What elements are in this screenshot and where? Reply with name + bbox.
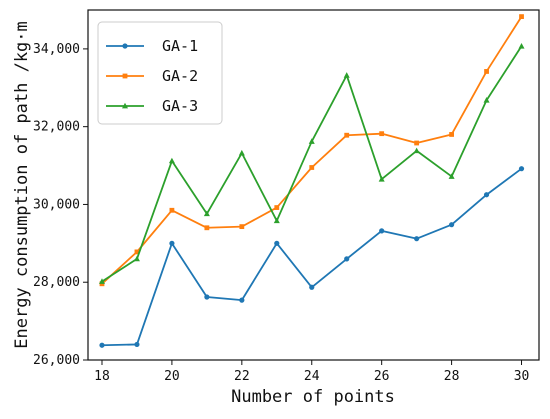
series-ga-3	[98, 42, 525, 284]
x-tick-label: 28	[444, 369, 460, 384]
data-point	[238, 149, 245, 156]
data-point	[99, 342, 105, 348]
data-point	[309, 165, 315, 170]
data-point	[168, 157, 175, 164]
data-point	[379, 228, 385, 234]
x-tick-label: 24	[304, 369, 320, 384]
legend-marker	[122, 73, 128, 79]
data-point	[134, 341, 140, 348]
data-point	[413, 147, 420, 154]
plot-frame	[87, 9, 540, 361]
y-tick-label: 28,000	[33, 275, 80, 290]
y-tick-label: 34,000	[33, 42, 80, 57]
x-tick-label: 20	[164, 369, 180, 384]
series-ga-2	[99, 14, 524, 287]
data-point	[483, 192, 490, 198]
y-tick-label: 32,000	[33, 120, 80, 135]
data-point	[448, 222, 455, 228]
data-point	[344, 132, 350, 138]
legend-label-ga-1: GA-1	[162, 37, 198, 55]
legend: GA-1 GA-2 GA-3	[97, 21, 223, 125]
y-tick-label: 30,000	[33, 197, 80, 212]
legend-marker	[122, 43, 128, 49]
y-axis-title: Energy consumption of path /kg·m	[12, 21, 32, 349]
series-line	[101, 167, 523, 347]
data-point	[239, 297, 245, 303]
data-point	[449, 132, 454, 137]
data-point	[274, 205, 280, 210]
legend-box	[97, 21, 223, 125]
data-point	[308, 138, 315, 144]
x-axis-title: Number of points	[231, 387, 395, 407]
data-point	[133, 255, 140, 262]
y-tick-label: 26,000	[33, 353, 80, 368]
y-axis-ticks: 26,000 28,000 30,000 32,000 34,000	[33, 42, 88, 368]
x-tick-label: 18	[94, 369, 110, 384]
series-layer	[98, 14, 525, 348]
x-axis-ticks: 18 20 22 24 26 28 30	[94, 360, 529, 384]
data-point	[379, 131, 385, 137]
data-point	[169, 207, 175, 213]
x-tick-label: 22	[234, 369, 250, 384]
data-point	[519, 14, 524, 20]
data-point	[274, 240, 280, 246]
data-point	[448, 173, 455, 179]
data-point	[518, 166, 525, 172]
legend-label-ga-3: GA-3	[162, 97, 198, 115]
data-point	[378, 175, 385, 182]
data-point	[309, 284, 315, 290]
data-point	[204, 294, 210, 300]
data-point	[518, 42, 525, 49]
legend-marker	[122, 102, 128, 109]
series-ga-1	[99, 166, 525, 348]
data-point	[344, 256, 350, 262]
x-tick-label: 26	[374, 369, 390, 384]
data-point	[343, 72, 350, 78]
data-point	[414, 140, 420, 146]
data-point	[134, 249, 140, 255]
data-point	[169, 240, 175, 246]
data-point	[203, 210, 210, 217]
data-point	[273, 217, 280, 224]
legend-label-ga-2: GA-2	[162, 67, 198, 85]
data-point	[239, 224, 245, 230]
data-point	[483, 97, 490, 103]
data-point	[204, 225, 210, 231]
data-point	[414, 236, 420, 242]
x-tick-label: 30	[514, 369, 530, 384]
data-point	[484, 69, 489, 74]
legend-items: GA-1 GA-2 GA-3	[106, 37, 198, 115]
data-point	[98, 278, 105, 284]
